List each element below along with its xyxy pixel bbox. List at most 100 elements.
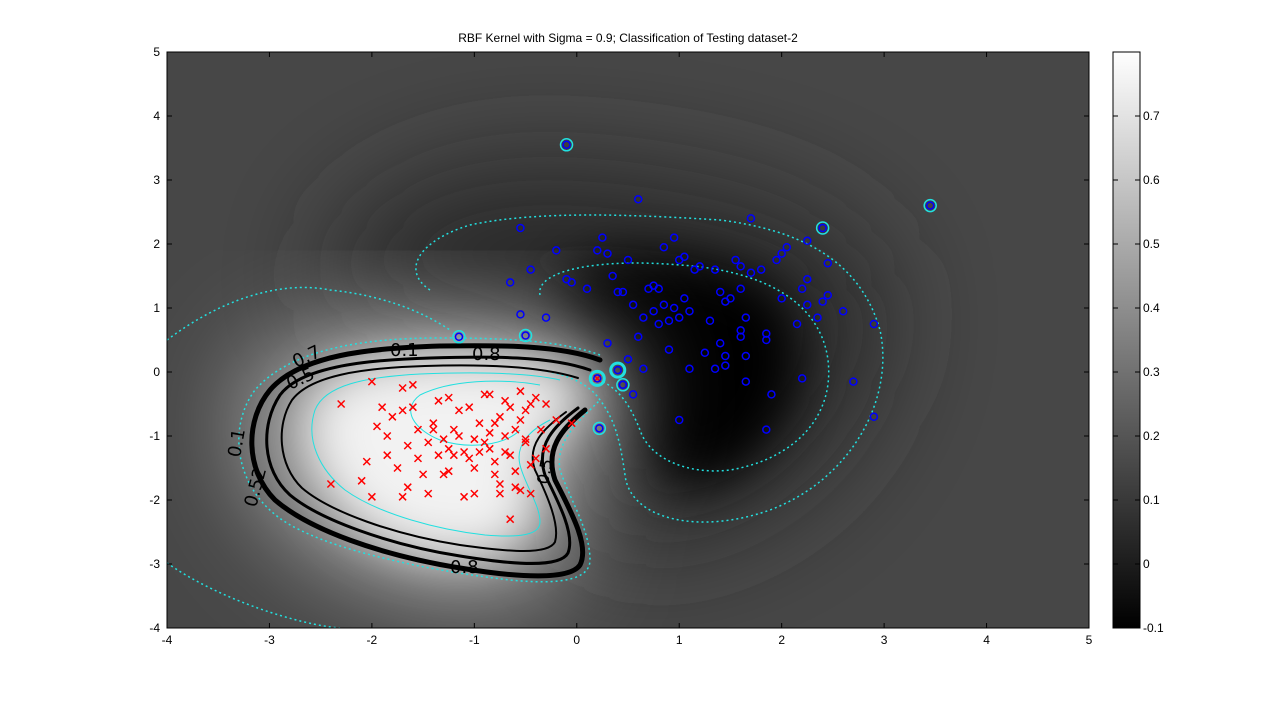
blue-o-marker [603,338,612,348]
red-x-marker [367,377,376,386]
blue-o-marker [618,287,628,297]
y-tick-label: 2 [153,237,160,251]
red-x-marker [454,406,463,415]
blue-o-marker [721,351,730,361]
blue-o-marker [746,214,756,223]
support-vector-point [818,223,827,233]
red-x-marker [490,457,499,466]
x-tick-label: 4 [983,633,990,647]
y-tick-label: -4 [149,621,160,635]
red-x-marker [465,403,474,412]
blue-o-marker [710,364,720,374]
red-x-marker [419,470,428,479]
support-vector-ring [592,421,607,436]
lower-margin-contour [167,562,341,628]
x-tick-label: -4 [162,633,173,647]
blue-o-marker [797,374,807,383]
red-x-marker [383,431,392,441]
blue-o-marker [721,361,730,370]
support-vector-point [454,332,464,342]
red-x-marker [372,422,382,431]
red-x-marker [470,435,479,444]
support-vector-point [593,374,602,383]
y-axis: -4 -3 -2 -1 0 1 2 3 4 5 [149,45,1089,635]
blue-o-marker [567,278,576,287]
colorbar-axis: -0.1 0 0.1 0.2 0.3 0.4 0.5 0.6 0.7 [1113,109,1164,635]
blue-o-marker [710,265,720,274]
blue-o-marker [505,278,515,287]
blue-o-marker [849,377,858,386]
blue-o-marker [526,265,535,274]
red-x-marker [408,380,417,389]
red-x-marker [495,489,504,498]
x-tick-label: -2 [367,633,378,647]
blue-o-marker [731,255,740,265]
blue-o-marker [685,306,694,316]
blue-o-marker [803,300,812,310]
blue-o-marker [736,262,745,271]
blue-o-marker [680,294,689,303]
inner-level-contour [311,372,561,537]
blue-o-marker [746,268,756,278]
red-x-marker [485,390,494,399]
blue-o-marker [823,290,833,300]
red-x-marker [506,403,515,412]
y-tick-label: 1 [153,301,160,315]
red-x-marker [470,463,479,473]
darker-region [560,255,800,487]
margin-contours [167,214,884,628]
red-x-marker [567,419,576,428]
blue-o-marker [705,316,715,326]
red-x-marker [495,479,504,489]
support-vector-ring [609,361,627,379]
y-tick-label: 0 [153,365,160,379]
support-vector-ring [518,328,533,343]
support-vector-ring [559,138,574,152]
red-x-marker [429,419,438,428]
red-x-marker [449,451,458,460]
bright-core [310,359,585,553]
blue-o-marker [633,194,643,204]
blue-o-marker [869,412,879,422]
blue-o-marker [700,348,710,358]
red-margin-contour [238,337,601,583]
blue-o-marker [726,294,735,303]
red-x-marker [475,419,484,428]
red-x-marker [439,470,448,479]
blue-o-marker [777,249,786,258]
x-tick-label: 1 [676,633,683,647]
blue-o-marker [685,364,694,374]
red-x-marker [429,425,438,434]
red-x-marker [531,454,540,463]
support-vector-point [595,424,604,433]
red-x-marker [542,399,551,409]
red-x-marker [424,489,433,498]
red-x-marker [501,447,510,457]
blue-o-marker [598,233,607,242]
y-tick-label: -3 [149,557,160,571]
blue-o-marker [674,313,684,322]
red-x-marker [531,393,540,402]
red-x-marker [408,403,417,412]
blue-o-marker [777,294,786,303]
red-x-marker [413,425,423,434]
blue-o-marker [628,300,638,310]
blue-o-marker [593,246,602,255]
support-vector-ring [815,221,830,235]
colorbar-tick-label: 0.7 [1143,109,1160,123]
blue-o-marker [772,255,781,265]
boundary-contour-3 [280,364,579,552]
red-x-marker [480,438,489,447]
y-tick-label: -1 [149,429,160,443]
core-level-contour [410,380,541,446]
blue-o-marker [782,242,792,252]
red-x-marker [511,425,520,434]
blue-o-marker [603,249,612,258]
blue-o-marker [623,354,633,364]
boundary-contour-2 [265,355,592,565]
colorbar-tick-label: 0.3 [1143,365,1160,379]
blue-o-marker [516,310,525,319]
red-x-marker [511,483,520,492]
red-x-marker [403,441,412,450]
